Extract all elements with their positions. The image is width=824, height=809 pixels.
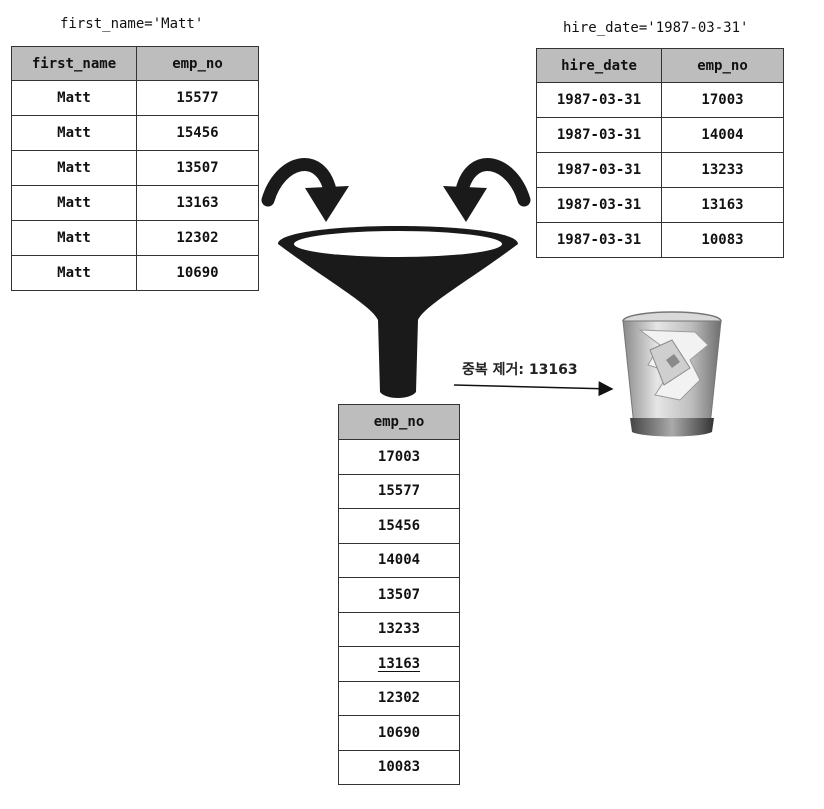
cell: Matt bbox=[11, 255, 137, 291]
duplicate-removed-note: 중복 제거: 13163 bbox=[462, 362, 578, 378]
cell: 15456 bbox=[136, 115, 259, 151]
discard-arrow bbox=[453, 381, 614, 397]
table-row: 1987-03-31 13233 bbox=[536, 152, 784, 188]
cell: Matt bbox=[11, 220, 137, 256]
cell: 10083 bbox=[661, 222, 784, 258]
first-name-table: first_name emp_no Matt 15577 Matt 15456 Ma… bbox=[11, 46, 259, 291]
cell: 17003 bbox=[661, 82, 784, 118]
cell: 10690 bbox=[136, 255, 259, 291]
table-row: 1987-03-31 17003 bbox=[536, 82, 784, 118]
cell: 1987-03-31 bbox=[536, 152, 662, 188]
cell: 14004 bbox=[661, 117, 784, 153]
cell: 17003 bbox=[338, 439, 460, 475]
table-row: 13507 bbox=[338, 577, 460, 613]
table-row: 17003 bbox=[338, 439, 460, 475]
table-row: 15577 bbox=[338, 473, 460, 509]
table-row: Matt 15456 bbox=[11, 115, 259, 151]
cell: 15456 bbox=[338, 508, 460, 544]
cell: 15577 bbox=[338, 473, 460, 509]
cell: Matt bbox=[11, 80, 137, 116]
cell: 1987-03-31 bbox=[536, 82, 662, 118]
curved-arrow-icon bbox=[261, 158, 349, 222]
cell: 13507 bbox=[338, 577, 460, 613]
hire-date-table: hire_date emp_no 1987-03-31 17003 1987-03… bbox=[536, 48, 784, 258]
duplicate-cell: 13163 bbox=[338, 646, 460, 682]
cell: Matt bbox=[11, 115, 137, 151]
cell: 13233 bbox=[338, 611, 460, 647]
table-row: Matt 15577 bbox=[11, 80, 259, 116]
cell: 13233 bbox=[661, 152, 784, 188]
cell: 15577 bbox=[136, 80, 259, 116]
table-row: 14004 bbox=[338, 542, 460, 578]
table-row: Matt 13163 bbox=[11, 185, 259, 221]
cell: 14004 bbox=[338, 542, 460, 578]
table-row: Matt 10690 bbox=[11, 255, 259, 291]
table-row: Matt 12302 bbox=[11, 220, 259, 256]
table-row: 1987-03-31 10083 bbox=[536, 222, 784, 258]
trash-bin-icon bbox=[622, 311, 722, 437]
left-caption: first_name='Matt' bbox=[60, 16, 204, 32]
col-hire-date: hire_date bbox=[536, 48, 662, 83]
col-emp-no: emp_no bbox=[338, 404, 460, 440]
table-row: 13233 bbox=[338, 611, 460, 647]
curved-arrow-icon bbox=[443, 158, 531, 222]
cell: 13163 bbox=[136, 185, 259, 221]
cell: 13163 bbox=[661, 187, 784, 223]
cell: Matt bbox=[11, 150, 137, 186]
table-row-duplicate: 13163 bbox=[338, 646, 460, 682]
table-row: 1987-03-31 13163 bbox=[536, 187, 784, 223]
funnel-icon bbox=[278, 226, 518, 398]
table-row: 10083 bbox=[338, 749, 460, 785]
col-emp-no: emp_no bbox=[136, 46, 259, 81]
right-caption: hire_date='1987-03-31' bbox=[563, 20, 749, 36]
cell: Matt bbox=[11, 185, 137, 221]
col-first-name: first_name bbox=[11, 46, 137, 81]
cell: 10083 bbox=[338, 749, 460, 785]
result-table: emp_no 17003 15577 15456 14004 13507 132… bbox=[338, 404, 460, 785]
table-row: 15456 bbox=[338, 508, 460, 544]
cell: 1987-03-31 bbox=[536, 222, 662, 258]
cell: 12302 bbox=[136, 220, 259, 256]
